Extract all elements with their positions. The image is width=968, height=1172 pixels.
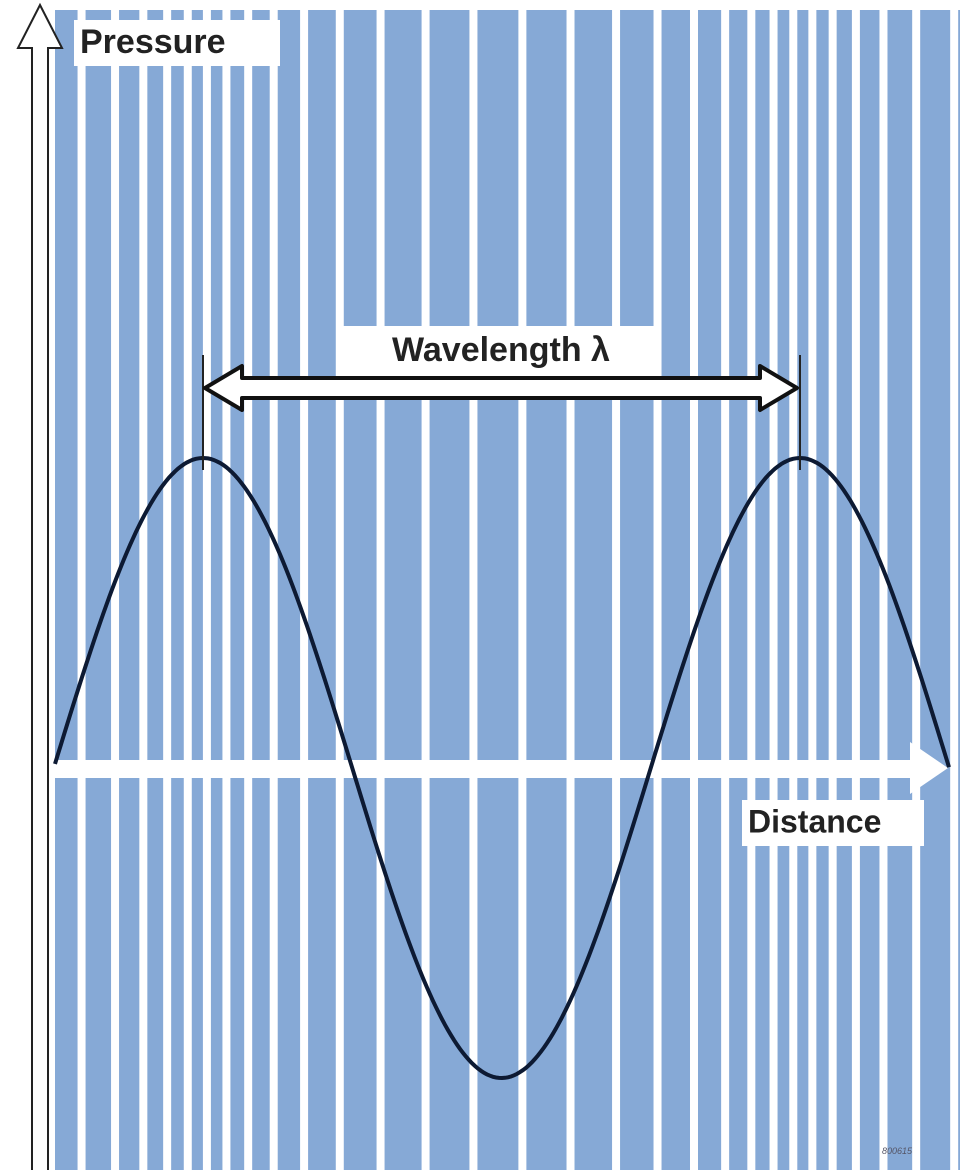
stripe	[828, 10, 837, 1170]
stripe	[747, 10, 756, 1170]
compression-stripes	[77, 10, 959, 1170]
label-bg	[742, 800, 924, 846]
stripe	[222, 10, 231, 1170]
label-bg	[342, 326, 660, 376]
stripe	[183, 10, 192, 1170]
stripe	[879, 10, 888, 1170]
wavelength-arrow	[203, 364, 799, 412]
stripe	[163, 10, 172, 1170]
label-bg	[74, 20, 280, 66]
stripe	[808, 10, 817, 1170]
stripe	[721, 10, 730, 1170]
stripe	[111, 10, 120, 1170]
stripe	[469, 10, 478, 1170]
stripe	[244, 10, 253, 1170]
x-axis-arrow	[55, 742, 948, 794]
stripe	[689, 10, 698, 1170]
stripe	[300, 10, 309, 1170]
stripe	[77, 10, 86, 1170]
stripe	[566, 10, 575, 1170]
stripe	[139, 10, 148, 1170]
stripe	[950, 10, 959, 1170]
y-axis-arrow	[16, 2, 64, 1170]
stripe	[335, 10, 344, 1170]
y-axis-label: Pressure	[80, 23, 226, 61]
stripe	[912, 10, 921, 1170]
stripe	[851, 10, 860, 1170]
x-axis-label: Distance	[748, 803, 881, 839]
stripe	[376, 10, 385, 1170]
stripe	[269, 10, 278, 1170]
stripe	[789, 10, 798, 1170]
stripe	[769, 10, 778, 1170]
wavelength-label: Wavelength λ	[392, 331, 610, 369]
stripe	[202, 10, 211, 1170]
stripe	[653, 10, 662, 1170]
stripe	[421, 10, 430, 1170]
figure-id: 800615	[882, 1146, 913, 1156]
stripe	[518, 10, 527, 1170]
stripe	[612, 10, 621, 1170]
